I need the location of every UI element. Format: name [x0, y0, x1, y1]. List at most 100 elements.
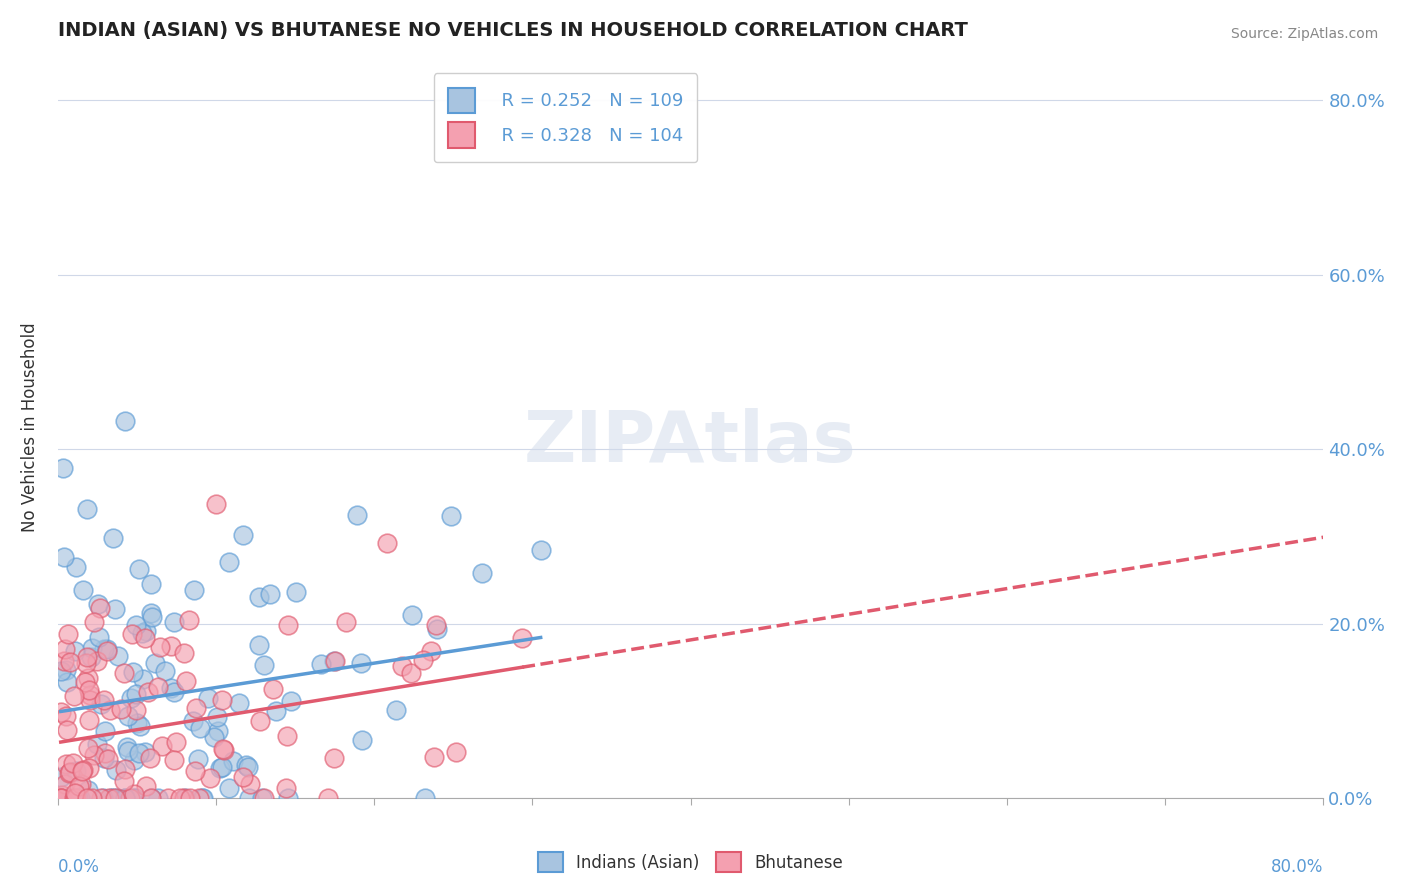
- Bhutanese: [318, 791, 340, 805]
- Bhutanese: [104, 791, 127, 805]
- Bhutanese: [173, 791, 195, 805]
- Indians (Asian): [247, 591, 270, 605]
- Bhutanese: [63, 791, 86, 805]
- Indians (Asian): [117, 744, 139, 758]
- Indians (Asian): [122, 791, 145, 805]
- Bhutanese: [93, 692, 115, 706]
- Bhutanese: [276, 729, 298, 743]
- Bhutanese: [77, 714, 100, 728]
- Bhutanese: [114, 665, 136, 680]
- Indians (Asian): [127, 716, 149, 731]
- Indians (Asian): [114, 791, 136, 805]
- Text: 80.0%: 80.0%: [1271, 857, 1323, 876]
- Indians (Asian): [153, 664, 176, 678]
- Indians (Asian): [107, 648, 129, 663]
- Bhutanese: [56, 626, 79, 640]
- Indians (Asian): [160, 681, 183, 695]
- Bhutanese: [76, 791, 98, 805]
- Indians (Asian): [183, 582, 205, 597]
- Bhutanese: [55, 756, 77, 771]
- Indians (Asian): [87, 597, 110, 611]
- Bhutanese: [184, 700, 207, 714]
- Indians (Asian): [264, 704, 287, 718]
- Indians (Asian): [471, 566, 494, 581]
- Indians (Asian): [121, 665, 143, 679]
- Bhutanese: [149, 640, 172, 654]
- Indians (Asian): [120, 691, 142, 706]
- Indians (Asian): [93, 751, 115, 765]
- Indians (Asian): [350, 656, 373, 670]
- Indians (Asian): [247, 639, 270, 653]
- Indians (Asian): [209, 761, 232, 775]
- Indians (Asian): [413, 791, 436, 805]
- Bhutanese: [335, 615, 357, 629]
- Bhutanese: [184, 764, 207, 778]
- Indians (Asian): [163, 615, 186, 629]
- Bhutanese: [82, 791, 104, 805]
- Indians (Asian): [69, 791, 91, 805]
- Bhutanese: [100, 703, 122, 717]
- Bhutanese: [163, 753, 186, 767]
- Bhutanese: [51, 705, 73, 719]
- Indians (Asian): [53, 549, 76, 564]
- Bhutanese: [138, 750, 160, 764]
- Indians (Asian): [232, 528, 254, 542]
- Bhutanese: [420, 643, 443, 657]
- Bhutanese: [70, 764, 93, 778]
- Indians (Asian): [93, 641, 115, 656]
- Bhutanese: [173, 646, 195, 660]
- Bhutanese: [135, 780, 157, 794]
- Bhutanese: [89, 601, 111, 615]
- Bhutanese: [75, 657, 97, 671]
- Bhutanese: [249, 714, 271, 729]
- Indians (Asian): [114, 791, 136, 805]
- Bhutanese: [169, 791, 191, 805]
- Indians (Asian): [66, 791, 89, 805]
- Bhutanese: [377, 536, 399, 550]
- Bhutanese: [53, 777, 76, 791]
- Bhutanese: [79, 688, 101, 702]
- Indians (Asian): [385, 703, 408, 717]
- Bhutanese: [125, 702, 148, 716]
- Indians (Asian): [114, 414, 136, 428]
- Indians (Asian): [211, 760, 233, 774]
- Indians (Asian): [55, 664, 77, 678]
- Indians (Asian): [141, 610, 163, 624]
- Bhutanese: [146, 680, 169, 694]
- Bhutanese: [239, 777, 262, 791]
- Indians (Asian): [122, 753, 145, 767]
- Indians (Asian): [401, 607, 423, 622]
- Indians (Asian): [141, 606, 163, 620]
- Legend:   R = 0.252   N = 109,   R = 0.328   N = 104: R = 0.252 N = 109, R = 0.328 N = 104: [433, 73, 697, 162]
- Bhutanese: [77, 762, 100, 776]
- Indians (Asian): [128, 746, 150, 760]
- Bhutanese: [323, 751, 346, 765]
- Indians (Asian): [49, 770, 72, 784]
- Indians (Asian): [202, 731, 225, 745]
- Bhutanese: [83, 615, 105, 629]
- Bhutanese: [179, 791, 201, 805]
- Bhutanese: [110, 701, 132, 715]
- Indians (Asian): [65, 644, 87, 658]
- Bhutanese: [165, 735, 187, 749]
- Indians (Asian): [52, 461, 75, 475]
- Indians (Asian): [59, 791, 82, 805]
- Indians (Asian): [103, 531, 125, 545]
- Indians (Asian): [440, 509, 463, 524]
- Bhutanese: [73, 675, 96, 690]
- Indians (Asian): [96, 641, 118, 656]
- Text: 0.0%: 0.0%: [58, 857, 100, 876]
- Indians (Asian): [207, 724, 229, 739]
- Indians (Asian): [188, 721, 211, 735]
- Text: ZIPAtlas: ZIPAtlas: [524, 408, 856, 477]
- Bhutanese: [76, 649, 98, 664]
- Indians (Asian): [218, 555, 240, 569]
- Indians (Asian): [124, 791, 146, 805]
- Bhutanese: [56, 723, 79, 737]
- Bhutanese: [63, 791, 86, 805]
- Bhutanese: [136, 685, 159, 699]
- Indians (Asian): [350, 732, 373, 747]
- Bhutanese: [70, 777, 93, 791]
- Bhutanese: [422, 750, 444, 764]
- Indians (Asian): [128, 719, 150, 733]
